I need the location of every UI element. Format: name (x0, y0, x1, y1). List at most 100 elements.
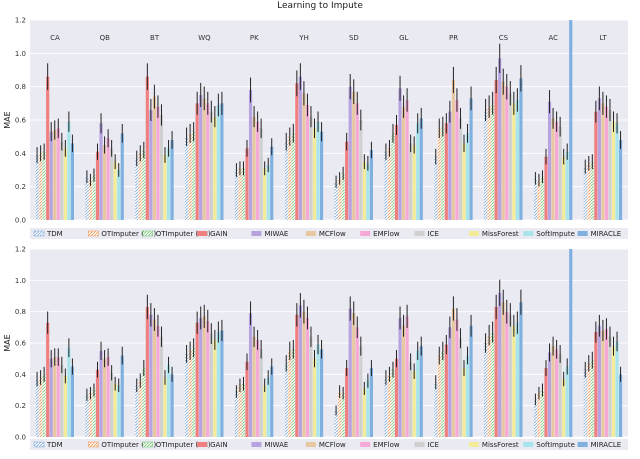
bar (565, 366, 569, 437)
bar (309, 336, 313, 437)
bar (412, 371, 416, 437)
bar (295, 83, 299, 220)
legend-entry: MissForest (482, 230, 519, 238)
bar (601, 330, 605, 437)
bar (170, 374, 174, 437)
bar (88, 180, 93, 220)
legend-background (30, 439, 628, 450)
bar (149, 110, 153, 220)
bar (355, 103, 359, 220)
bar (434, 382, 438, 437)
bar (394, 125, 399, 220)
bar (252, 116, 256, 220)
page-header: Learning to Impute (277, 1, 363, 11)
bar (49, 358, 53, 437)
legend-swatch (305, 442, 316, 447)
legend-entry: SoftImpute (536, 230, 575, 238)
bar (305, 317, 310, 437)
bar (70, 143, 74, 220)
bar (159, 115, 164, 220)
bar (338, 178, 342, 220)
bar (455, 319, 459, 437)
bar (366, 380, 370, 437)
legend-entry: GAIN (210, 441, 228, 449)
bar (515, 322, 519, 437)
bar (248, 90, 253, 220)
bar (209, 111, 213, 220)
bar (216, 332, 220, 437)
bar (348, 308, 352, 437)
bar (533, 178, 537, 220)
bar (398, 88, 402, 220)
bar (152, 319, 156, 437)
bar (345, 141, 349, 220)
bar (170, 140, 174, 220)
bar (369, 150, 373, 220)
bar (519, 302, 523, 437)
bar (56, 357, 60, 437)
bar (42, 374, 46, 437)
bar (355, 327, 359, 437)
bar (106, 138, 110, 220)
bar (458, 338, 463, 437)
bar (434, 156, 438, 220)
bar (569, 20, 573, 220)
bar (298, 76, 302, 220)
bar (241, 383, 246, 437)
bar (352, 313, 356, 437)
legend-entry: OTImputer (NS) (101, 230, 156, 238)
bar (618, 140, 623, 220)
bar (270, 146, 274, 220)
bar (99, 123, 103, 220)
bar (618, 374, 623, 437)
bar (135, 158, 139, 220)
bar (547, 352, 552, 437)
legend-swatch (305, 231, 316, 236)
legend-swatch (577, 442, 588, 447)
bar (288, 136, 292, 220)
legend-entry: GAIN (210, 230, 228, 238)
bar (113, 383, 117, 437)
bar (92, 175, 96, 220)
bar (362, 388, 366, 437)
legend-entry: MCFlow (319, 230, 346, 238)
bar (615, 123, 619, 220)
bar (35, 155, 39, 220)
bar (498, 292, 502, 437)
bar (195, 322, 199, 437)
legend-entry: OTImputer (SH) (156, 441, 211, 449)
bar (88, 393, 93, 437)
y-tick-label: 1.2 (15, 17, 26, 25)
bar (401, 325, 406, 437)
bar (295, 314, 299, 437)
bar (220, 330, 224, 437)
bar (505, 311, 509, 437)
legend-swatch (414, 442, 425, 447)
x-tick-label: CS (499, 34, 509, 42)
bar (95, 151, 100, 220)
bar (352, 91, 356, 220)
y-tick-label: 0.8 (15, 308, 26, 316)
bar (95, 369, 100, 437)
legend-entry: TDM (46, 230, 63, 238)
bar (305, 105, 310, 220)
bar (113, 161, 117, 220)
bar (284, 363, 288, 437)
bar (288, 350, 292, 437)
bar (99, 350, 103, 437)
bar (163, 377, 167, 437)
figure: 0.0 0.2 0.4 0.6 0.8 1.0 1.2 MAE CA QB BT WQ PK YH SD GL… (3, 17, 628, 450)
bar (483, 110, 488, 220)
bar (444, 344, 448, 437)
bar (188, 350, 192, 437)
x-tick-label: LT (599, 34, 607, 42)
bar (302, 93, 306, 220)
bar (312, 358, 317, 437)
bar (316, 121, 320, 220)
bar (455, 100, 459, 220)
x-tick-label: SD (349, 34, 359, 42)
bar (391, 369, 395, 437)
bar (117, 385, 121, 437)
legend-background (30, 228, 628, 239)
chart-panel-1: 0.0 0.2 0.4 0.6 0.8 1.0 1.2 MAE CA QB BT WQ PK YH SD GL… (3, 17, 628, 239)
